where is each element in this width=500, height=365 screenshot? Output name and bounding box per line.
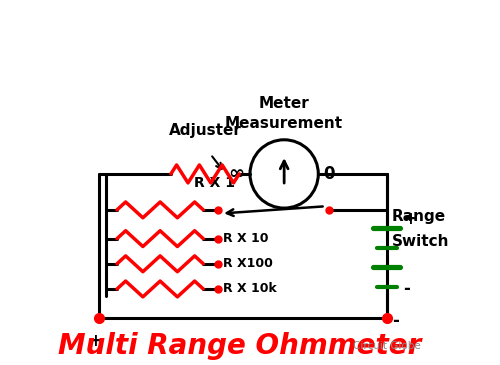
Text: Switch: Switch [392, 234, 450, 249]
Text: +: + [403, 210, 416, 228]
Text: R X100: R X100 [223, 257, 273, 270]
Text: -: - [403, 280, 409, 298]
Text: 0: 0 [324, 165, 335, 183]
Text: Measurement: Measurement [225, 116, 343, 131]
Text: R X 10k: R X 10k [223, 283, 277, 295]
Text: -: - [392, 312, 399, 330]
Text: Range: Range [392, 209, 446, 224]
Text: Multi Range Ohmmeter: Multi Range Ohmmeter [58, 333, 421, 361]
Text: Adjuster: Adjuster [168, 123, 242, 138]
Text: Circuit Globe: Circuit Globe [352, 342, 420, 351]
Text: R X 1: R X 1 [194, 176, 234, 190]
Text: +: + [88, 332, 102, 350]
Text: Meter: Meter [259, 96, 310, 111]
Text: R X 10: R X 10 [223, 232, 268, 245]
Text: ∞: ∞ [228, 164, 244, 184]
